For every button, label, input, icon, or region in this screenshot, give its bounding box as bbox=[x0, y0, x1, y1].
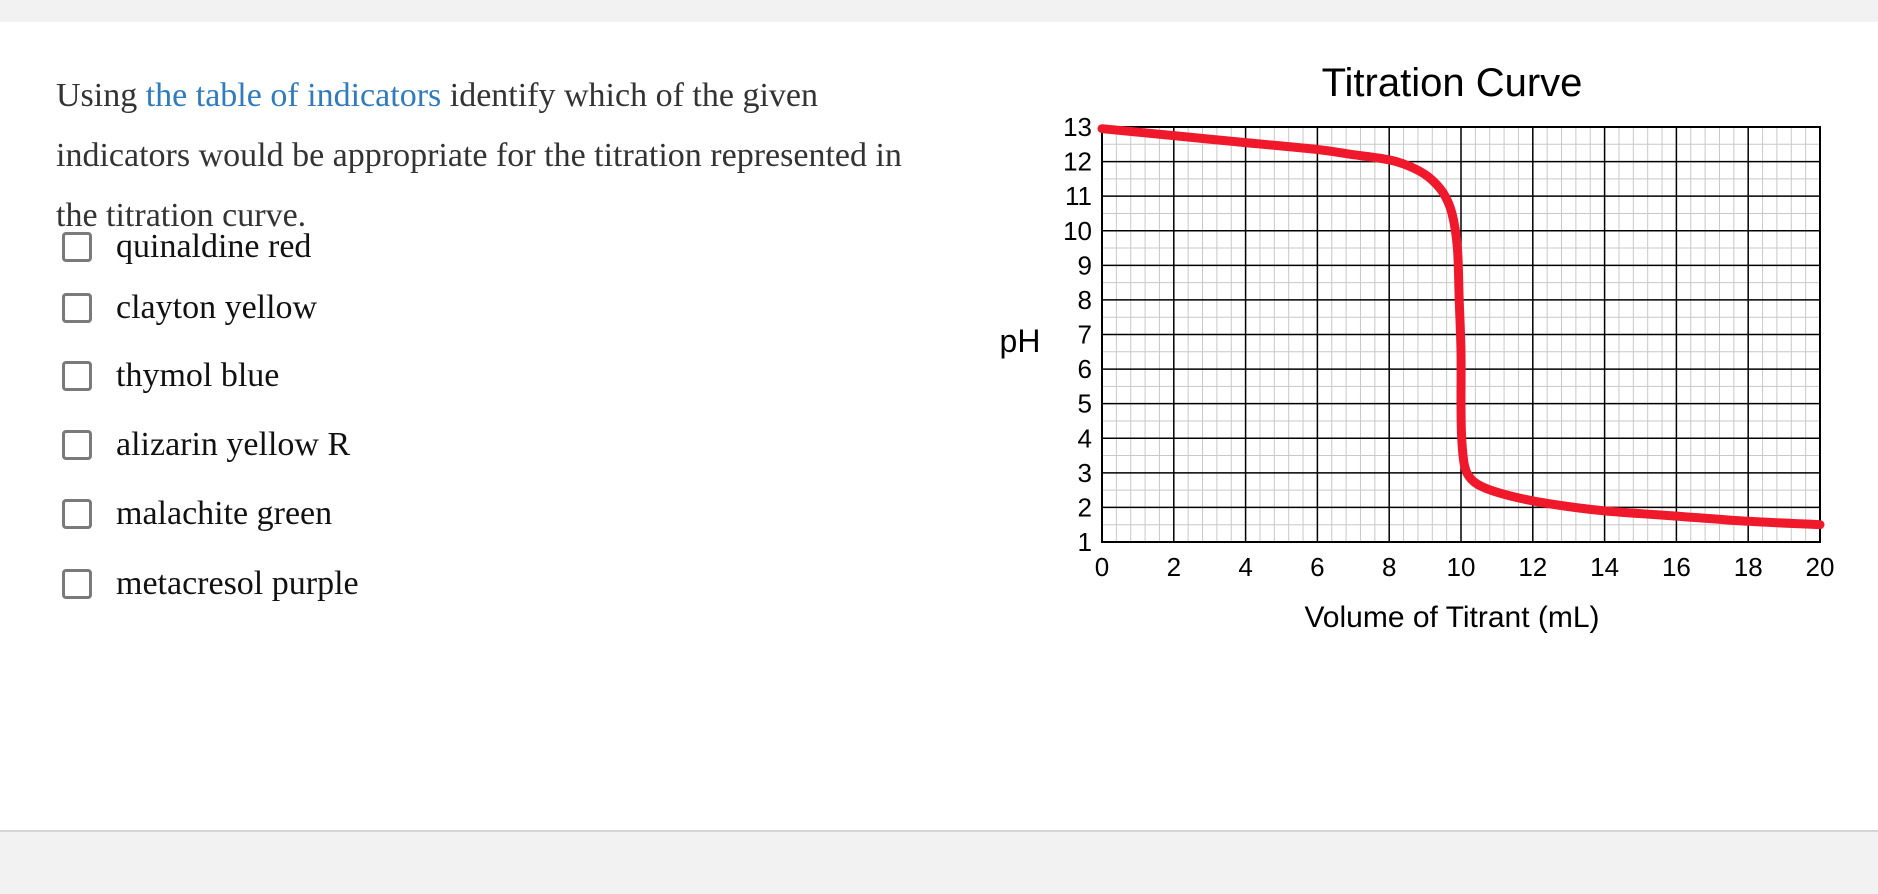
option-label: malachite green bbox=[116, 495, 333, 532]
checkbox[interactable] bbox=[62, 430, 92, 460]
y-tick-label: 10 bbox=[1063, 216, 1092, 246]
y-tick-label: 6 bbox=[1078, 354, 1092, 384]
y-tick-label: 12 bbox=[1063, 147, 1092, 177]
y-tick-label: 1 bbox=[1078, 527, 1092, 557]
checkbox[interactable] bbox=[62, 361, 92, 391]
x-tick-label: 6 bbox=[1310, 552, 1324, 582]
option-label: alizarin yellow R bbox=[116, 426, 351, 463]
checkbox[interactable] bbox=[62, 293, 92, 323]
question-suffix: identify which of the given indicators w… bbox=[56, 77, 902, 234]
x-axis-ticks: 0 2 4 6 8 10 12 14 16 18 20 bbox=[1095, 552, 1835, 582]
x-tick-label: 14 bbox=[1590, 552, 1619, 582]
question-text: Using the table of indicators identify w… bbox=[56, 66, 936, 246]
y-tick-label: 8 bbox=[1078, 285, 1092, 315]
y-axis-label: pH bbox=[1000, 323, 1041, 359]
option-label: clayton yellow bbox=[116, 289, 318, 326]
y-tick-label: 9 bbox=[1078, 250, 1092, 280]
x-tick-label: 10 bbox=[1447, 552, 1476, 582]
y-tick-label: 5 bbox=[1078, 389, 1092, 419]
titration-curve-line bbox=[1097, 124, 1825, 530]
x-tick-label: 8 bbox=[1382, 552, 1396, 582]
indicator-table-link[interactable]: the table of indicators bbox=[145, 77, 442, 114]
x-tick-label: 2 bbox=[1167, 552, 1181, 582]
y-tick-label: 11 bbox=[1065, 181, 1092, 211]
y-tick-label: 3 bbox=[1078, 458, 1092, 488]
checkbox[interactable] bbox=[62, 499, 92, 529]
option-clayton-yellow[interactable]: clayton yellow bbox=[62, 289, 317, 327]
option-alizarin-yellow-r[interactable]: alizarin yellow R bbox=[62, 426, 350, 464]
x-tick-label: 0 bbox=[1095, 552, 1109, 582]
question-prefix: Using bbox=[56, 77, 146, 114]
y-tick-label: 13 bbox=[1063, 112, 1092, 142]
checkbox[interactable] bbox=[62, 569, 92, 599]
option-label: quinaldine red bbox=[116, 228, 312, 265]
x-tick-label: 16 bbox=[1662, 552, 1691, 582]
question-card: Using the table of indicators identify w… bbox=[0, 22, 1878, 832]
option-quinaldine-red[interactable]: quinaldine red bbox=[62, 228, 311, 266]
plot-frame bbox=[1101, 126, 1821, 543]
option-label: thymol blue bbox=[116, 357, 280, 394]
x-tick-label: 18 bbox=[1734, 552, 1763, 582]
x-tick-label: 4 bbox=[1238, 552, 1252, 582]
x-tick-label: 12 bbox=[1518, 552, 1547, 582]
chart-title: Titration Curve bbox=[1322, 61, 1583, 105]
checkbox[interactable] bbox=[62, 232, 92, 262]
option-thymol-blue[interactable]: thymol blue bbox=[62, 357, 279, 395]
option-label: metacresol purple bbox=[116, 565, 359, 602]
y-tick-label: 2 bbox=[1078, 492, 1092, 522]
option-malachite-green[interactable]: malachite green bbox=[62, 495, 332, 533]
x-tick-label: 20 bbox=[1806, 552, 1835, 582]
x-axis-label: Volume of Titrant (mL) bbox=[1304, 601, 1599, 634]
y-tick-label: 7 bbox=[1078, 320, 1092, 350]
option-metacresol-purple[interactable]: metacresol purple bbox=[62, 565, 359, 603]
y-tick-label: 4 bbox=[1078, 423, 1092, 453]
